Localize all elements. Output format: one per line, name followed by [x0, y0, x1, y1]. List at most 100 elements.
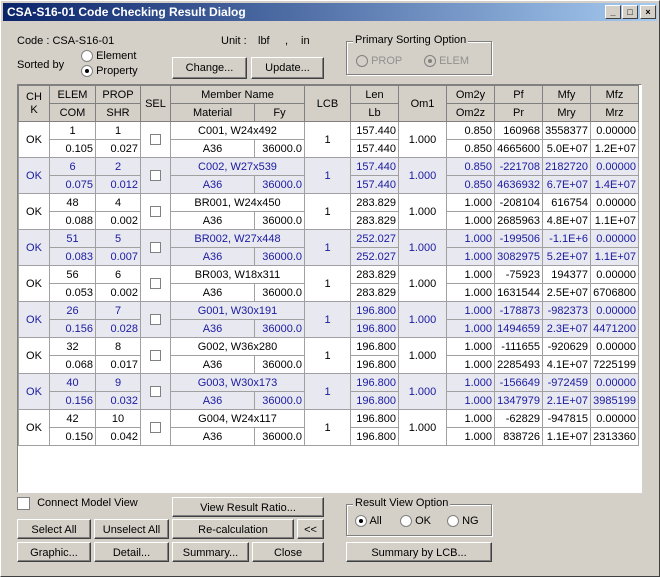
summary-by-lcb-button[interactable]: Summary by LCB...: [346, 542, 492, 562]
pf-cell: -75923: [494, 265, 543, 284]
header-fy[interactable]: Fy: [254, 103, 305, 122]
lb-cell: 252.027: [350, 247, 399, 266]
sort-element-option[interactable]: Element: [81, 50, 136, 63]
select-checkbox[interactable]: [150, 170, 161, 182]
table-row-sub[interactable]: 0.156 0.028 A36 36000.0 196.800 1.000 1494659 2…: [19, 319, 639, 338]
header-chk[interactable]: CH K: [18, 85, 50, 122]
header-pf[interactable]: Pf: [494, 85, 543, 104]
header-prop[interactable]: PROP: [95, 85, 141, 104]
view-all-radio[interactable]: [355, 515, 367, 528]
connect-model-view-label: Connect Model View: [37, 497, 138, 510]
minimize-button[interactable]: _: [605, 5, 621, 19]
chk-cell: OK: [18, 193, 50, 230]
pr-cell: 4636932: [494, 175, 543, 194]
table-row[interactable]: OK 42 10 G004, W24x117 1 196.800 1.000 1.000 -62…: [18, 409, 639, 446]
maximize-button[interactable]: □: [622, 5, 638, 19]
header-elem[interactable]: ELEM: [49, 85, 96, 104]
select-checkbox[interactable]: [150, 134, 161, 146]
change-button[interactable]: Change...: [172, 57, 247, 79]
header-lcb[interactable]: LCB: [304, 85, 351, 122]
sel-cell[interactable]: [140, 337, 171, 374]
select-checkbox[interactable]: [150, 350, 161, 362]
select-checkbox[interactable]: [150, 206, 161, 218]
table-row-sub[interactable]: 0.053 0.002 A36 36000.0 283.829 1.000 1631544 2…: [19, 283, 639, 302]
table-row-sub[interactable]: 0.075 0.012 A36 36000.0 157.440 0.850 4636932 6…: [19, 175, 639, 194]
material-cell: A36: [170, 283, 255, 302]
om2z-cell: 1.000: [446, 319, 495, 338]
sort-element-radio[interactable]: [81, 50, 93, 63]
header-mfz[interactable]: Mfz: [590, 85, 639, 104]
table-row-sub[interactable]: 0.105 0.027 A36 36000.0 157.440 0.850 4665600 5…: [19, 139, 639, 158]
pr-cell: 2685963: [494, 211, 543, 230]
header-mfy[interactable]: Mfy: [542, 85, 591, 104]
view-ng-radio[interactable]: [447, 515, 459, 528]
view-result-ratio-button[interactable]: View Result Ratio...: [172, 497, 324, 517]
sel-cell[interactable]: [140, 265, 171, 302]
select-checkbox[interactable]: [150, 386, 161, 398]
table-row[interactable]: OK 32 8 G002, W36x280 1 196.800 1.000 1.000 -111…: [18, 337, 639, 374]
unselect-all-button[interactable]: Unselect All: [94, 519, 169, 539]
header-om2y[interactable]: Om2y: [446, 85, 495, 104]
sort-property-radio[interactable]: [81, 65, 93, 78]
result-grid[interactable]: CH K ELEM PROP SEL Member Name LCB Len Om1 Om2y P…: [17, 84, 642, 493]
table-row[interactable]: OK 6 2 C002, W27x539 1 157.440 1.000 0.850 -2217…: [18, 157, 639, 194]
close-window-button[interactable]: ×: [640, 5, 656, 19]
elem-cell: 26: [49, 301, 96, 320]
header-om1[interactable]: Om1: [398, 85, 447, 122]
header-mrz[interactable]: Mrz: [590, 103, 639, 122]
view-ok-option[interactable]: OK: [400, 515, 431, 528]
view-all-option[interactable]: All: [355, 515, 382, 528]
table-row-sub[interactable]: 0.150 0.042 A36 36000.0 196.800 1.000 838726 1.…: [19, 427, 639, 446]
header-material[interactable]: Material: [170, 103, 255, 122]
select-all-button[interactable]: Select All: [17, 519, 91, 539]
header-mry[interactable]: Mry: [542, 103, 591, 122]
connect-model-view-checkbox[interactable]: [17, 497, 30, 510]
table-row-sub[interactable]: 0.088 0.002 A36 36000.0 283.829 1.000 2685963 4…: [19, 211, 639, 230]
table-row[interactable]: OK 40 9 G003, W30x173 1 196.800 1.000 1.000 -156…: [18, 373, 639, 410]
lcb-cell: 1: [304, 337, 351, 374]
recalculation-button[interactable]: Re-calculation: [172, 519, 294, 539]
connect-model-view-option[interactable]: Connect Model View: [17, 497, 138, 510]
sel-cell[interactable]: [140, 121, 171, 158]
select-checkbox[interactable]: [150, 242, 161, 254]
header-sel[interactable]: SEL: [140, 85, 171, 122]
select-checkbox[interactable]: [150, 422, 161, 434]
select-checkbox[interactable]: [150, 314, 161, 326]
table-row[interactable]: OK 26 7 G001, W30x191 1 196.800 1.000 1.000 -178…: [18, 301, 639, 338]
sel-cell[interactable]: [140, 229, 171, 266]
table-row[interactable]: OK 56 6 BR003, W18x311 1 283.829 1.000 1.000 -75…: [18, 265, 639, 302]
header-member-name[interactable]: Member Name: [170, 85, 305, 104]
sel-cell[interactable]: [140, 409, 171, 446]
header-shr[interactable]: SHR: [95, 103, 141, 122]
table-row-sub[interactable]: 0.068 0.017 A36 36000.0 196.800 1.000 2285493 4…: [19, 355, 639, 374]
table-row[interactable]: OK 51 5 BR002, W27x448 1 252.027 1.000 1.000 -19…: [18, 229, 639, 266]
detail-button[interactable]: Detail...: [94, 542, 169, 562]
om2z-cell: 1.000: [446, 211, 495, 230]
view-ng-option[interactable]: NG: [447, 515, 479, 528]
table-row-sub[interactable]: 0.156 0.032 A36 36000.0 196.800 1.000 1347979 2…: [19, 391, 639, 410]
sel-cell[interactable]: [140, 373, 171, 410]
table-row[interactable]: OK 48 4 BR001, W24x450 1 283.829 1.000 1.000 -20…: [18, 193, 639, 230]
header-len[interactable]: Len: [350, 85, 399, 104]
table-row[interactable]: OK 1 1 C001, W24x492 1 157.440 1.000 0.850 16096…: [18, 121, 639, 158]
sel-cell[interactable]: [140, 157, 171, 194]
header-om2z[interactable]: Om2z: [446, 103, 495, 122]
sel-cell[interactable]: [140, 193, 171, 230]
sort-property-option[interactable]: Property: [81, 65, 138, 78]
view-ok-radio[interactable]: [400, 515, 412, 528]
view-ng-label: NG: [462, 515, 479, 527]
com-cell: 0.083: [49, 247, 96, 266]
header-pr[interactable]: Pr: [494, 103, 543, 122]
close-button[interactable]: Close: [252, 542, 324, 562]
summary-button[interactable]: Summary...: [172, 542, 249, 562]
om1-cell: 1.000: [398, 193, 447, 230]
collapse-button[interactable]: <<: [297, 519, 324, 539]
update-button[interactable]: Update...: [251, 57, 324, 79]
unit-label: Unit :: [221, 35, 247, 47]
header-com[interactable]: COM: [49, 103, 96, 122]
sel-cell[interactable]: [140, 301, 171, 338]
header-lb[interactable]: Lb: [350, 103, 399, 122]
title-bar[interactable]: CSA-S16-01 Code Checking Result Dialog _…: [3, 3, 657, 21]
select-checkbox[interactable]: [150, 278, 161, 290]
graphic-button[interactable]: Graphic...: [17, 542, 91, 562]
